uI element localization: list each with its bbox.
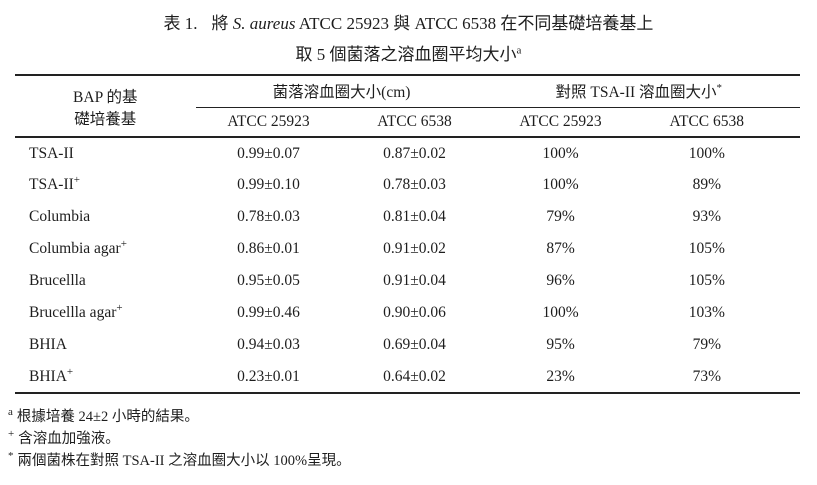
table-row: Brucellla 0.95±0.05 0.91±0.04 96% 105%: [15, 265, 800, 297]
footnote-plus-marker: +: [8, 428, 15, 441]
value-cell: 0.99±0.07: [237, 144, 300, 162]
subheader-atcc6538-cm: ATCC 6538: [377, 112, 452, 130]
footnote-star: * 兩個菌株在對照 TSA-II 之溶血圈大小以 100%呈現。: [8, 450, 817, 472]
medium-label-footnote-marker: +: [120, 237, 127, 250]
value-cell: 0.90±0.06: [383, 304, 446, 321]
value-cell: 93%: [692, 208, 721, 225]
subheader-atcc25923-cm: ATCC 25923: [227, 112, 310, 130]
subheader-atcc6538-pct: ATCC 6538: [669, 112, 745, 130]
group-header-vs-tsa: 對照 TSA-II 溶血圈大小*: [487, 75, 800, 108]
group-header-vs-tsa-label: 對照 TSA-II 溶血圈大小: [555, 84, 717, 102]
table-body: TSA-II 0.99±0.07 0.87±0.02 100% 100% TSA-II+ 0…: [15, 137, 800, 393]
group-header-row: BAP 的基 礎培養基 菌落溶血圈大小(cm) 對照 TSA-II 溶血圈大小*: [15, 75, 800, 128]
subheader-atcc25923-pct: ATCC 25923: [519, 112, 602, 130]
value-cell: 105%: [688, 240, 725, 257]
value-cell: 0.99±0.46: [237, 304, 300, 321]
medium-label: Brucellla: [15, 265, 196, 297]
value-cell: 100%: [542, 144, 579, 162]
value-cell: 0.78±0.03: [237, 208, 300, 225]
footnote-star-text: 兩個菌株在對照 TSA-II 之溶血圈大小以 100%呈現。: [17, 453, 351, 469]
medium-label-text: TSA-II: [29, 176, 74, 193]
column-header-medium: BAP 的基 礎培養基: [15, 75, 196, 137]
footnotes: a 根據培養 24±2 小時的結果。 + 含溶血加強液。 * 兩個菌株在對照 TSA-…: [8, 406, 817, 472]
value-cell: 0.95±0.05: [237, 272, 300, 289]
caption-line-2-text: 取 5 個菌落之溶血圈平均大小: [295, 45, 517, 64]
value-cell: 0.78±0.03: [383, 176, 446, 193]
medium-label-footnote-marker: +: [116, 301, 123, 314]
value-cell: 73%: [692, 367, 721, 385]
value-cell: 79%: [692, 336, 721, 353]
group-header-zone-size-label: 菌落溶血圈大小(cm): [272, 84, 411, 102]
caption-footnote-marker-a: a: [516, 44, 522, 57]
table-row: BHIA+ 0.23±0.01 0.64±0.02 23% 73%: [15, 361, 800, 393]
value-cell: 105%: [688, 272, 725, 289]
caption-text-pre: 將: [211, 14, 233, 33]
caption-table-number: 表 1.: [163, 14, 198, 33]
group-header-footnote-marker: *: [716, 82, 723, 95]
value-cell: 0.81±0.04: [383, 208, 446, 225]
medium-label-text: BHIA: [29, 336, 67, 353]
value-cell: 0.91±0.04: [383, 272, 446, 289]
medium-label-text: Columbia: [29, 208, 91, 225]
footnote-star-marker: *: [8, 450, 14, 463]
medium-label-text: Brucellla agar: [29, 304, 117, 321]
table-row: Columbia agar+ 0.86±0.01 0.91±0.02 87% 105%: [15, 233, 800, 265]
medium-label: Columbia: [15, 201, 196, 233]
caption-line-2: 取 5 個菌落之溶血圈平均大小a: [0, 39, 817, 70]
medium-label: BHIA+: [15, 361, 196, 393]
caption-species-italic: S. aureus: [232, 14, 296, 33]
value-cell: 89%: [692, 176, 721, 193]
medium-label-text: Columbia agar: [29, 240, 121, 257]
results-table: BAP 的基 礎培養基 菌落溶血圈大小(cm) 對照 TSA-II 溶血圈大小*…: [15, 74, 800, 394]
medium-label: Brucellla agar+: [15, 297, 196, 329]
medium-label: BHIA: [15, 329, 196, 361]
value-cell: 96%: [546, 272, 575, 289]
medium-label: TSA-II+: [15, 169, 196, 201]
table-header: BAP 的基 礎培養基 菌落溶血圈大小(cm) 對照 TSA-II 溶血圈大小*…: [15, 75, 800, 137]
value-cell: 23%: [546, 367, 575, 385]
value-cell: 0.94±0.03: [237, 336, 300, 353]
table-row: BHIA 0.94±0.03 0.69±0.04 95% 79%: [15, 329, 800, 361]
medium-label-footnote-marker: +: [73, 173, 80, 186]
value-cell: 95%: [546, 336, 575, 353]
value-cell: 0.23±0.01: [237, 367, 300, 385]
value-cell: 103%: [688, 304, 725, 321]
value-cell: 0.87±0.02: [383, 144, 446, 162]
value-cell: 0.64±0.02: [383, 367, 446, 385]
footnote-a-text: 根據培養 24±2 小時的結果。: [16, 409, 199, 425]
table-caption: 表 1. 將 S. aureus ATCC 25923 與 ATCC 6538 在…: [0, 8, 817, 70]
table-row: Brucellla agar+ 0.99±0.46 0.90±0.06 100% 103…: [15, 297, 800, 329]
value-cell: 100%: [688, 144, 725, 162]
value-cell: 0.86±0.01: [237, 240, 300, 257]
value-cell: 100%: [542, 176, 579, 193]
value-cell: 100%: [542, 304, 579, 321]
medium-label-text: TSA-II: [29, 144, 74, 162]
footnote-plus: + 含溶血加強液。: [8, 428, 817, 450]
value-cell: 0.99±0.10: [237, 176, 300, 193]
column-header-medium-line2: 礎培養基: [74, 111, 137, 128]
caption-line-1: 表 1. 將 S. aureus ATCC 25923 與 ATCC 6538 在…: [0, 8, 817, 39]
table-row: Columbia 0.78±0.03 0.81±0.04 79% 93%: [15, 201, 800, 233]
table-row: TSA-II 0.99±0.07 0.87±0.02 100% 100%: [15, 137, 800, 169]
medium-label: TSA-II: [15, 137, 196, 169]
footnote-a-marker: a: [8, 406, 13, 419]
footnote-plus-text: 含溶血加強液。: [18, 431, 120, 447]
medium-label-text: BHIA: [29, 367, 67, 385]
group-header-zone-size: 菌落溶血圈大小(cm): [195, 75, 488, 108]
subheader-row: ATCC 25923 ATCC 6538 ATCC 25923 ATCC 653…: [15, 107, 800, 137]
medium-label-footnote-marker: +: [66, 365, 74, 378]
value-cell: 0.69±0.04: [383, 336, 446, 353]
value-cell: 87%: [546, 240, 575, 257]
footnote-a: a 根據培養 24±2 小時的結果。: [8, 406, 817, 428]
value-cell: 0.91±0.02: [383, 240, 446, 257]
value-cell: 79%: [546, 208, 575, 225]
medium-label: Columbia agar+: [15, 233, 196, 265]
table-row: TSA-II+ 0.99±0.10 0.78±0.03 100% 89%: [15, 169, 800, 201]
caption-text-post: ATCC 25923 與 ATCC 6538 在不同基礎培養基上: [295, 14, 654, 33]
column-header-medium-line1: BAP 的基: [73, 89, 138, 106]
medium-label-text: Brucellla: [29, 272, 86, 289]
